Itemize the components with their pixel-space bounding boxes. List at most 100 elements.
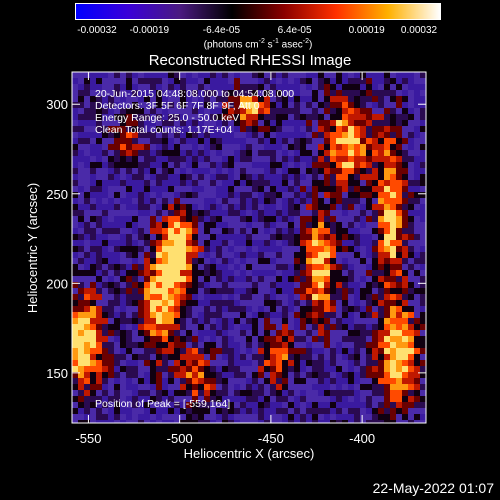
heatmap-cell <box>306 90 312 96</box>
heatmap-cell <box>144 180 150 186</box>
heatmap-cell <box>96 246 102 252</box>
heatmap-cell <box>144 240 150 246</box>
heatmap-cell <box>198 222 204 228</box>
heatmap-cell <box>318 402 324 408</box>
heatmap-cell <box>72 210 78 216</box>
heatmap-cell <box>372 234 378 240</box>
heatmap-cell <box>90 318 96 324</box>
heatmap-cell <box>342 144 348 150</box>
heatmap-cell <box>360 222 366 228</box>
heatmap-cell <box>102 294 108 300</box>
heatmap-cell <box>84 336 90 342</box>
heatmap-cell <box>384 390 390 396</box>
heatmap-cell <box>210 96 216 102</box>
heatmap-cell <box>228 390 234 396</box>
heatmap-cell <box>360 210 366 216</box>
heatmap-cell <box>150 240 156 246</box>
heatmap-cell <box>222 390 228 396</box>
heatmap-cell <box>144 150 150 156</box>
heatmap-cell <box>390 414 396 420</box>
heatmap-cell <box>414 378 420 384</box>
heatmap-cell <box>210 192 216 198</box>
heatmap-cell <box>366 144 372 150</box>
heatmap-cell <box>288 288 294 294</box>
heatmap-cell <box>396 186 402 192</box>
heatmap-cell <box>156 228 162 234</box>
heatmap-cell <box>306 102 312 108</box>
heatmap-cell <box>294 228 300 234</box>
heatmap-cell <box>294 390 300 396</box>
heatmap-cell <box>246 348 252 354</box>
heatmap-cell <box>210 270 216 276</box>
heatmap-cell <box>204 282 210 288</box>
heatmap-cell <box>282 408 288 414</box>
heatmap-cell <box>114 384 120 390</box>
heatmap-cell <box>378 354 384 360</box>
heatmap-cell <box>198 240 204 246</box>
heatmap-cell <box>210 228 216 234</box>
heatmap-cell <box>210 102 216 108</box>
heatmap-cell <box>216 96 222 102</box>
heatmap-cell <box>408 366 414 372</box>
heatmap-cell <box>360 270 366 276</box>
heatmap-cell <box>108 204 114 210</box>
heatmap-cell <box>402 372 408 378</box>
heatmap-cell <box>102 198 108 204</box>
heatmap-cell <box>288 78 294 84</box>
heatmap-cell <box>252 282 258 288</box>
heatmap-cell <box>246 408 252 414</box>
heatmap-cell <box>162 186 168 192</box>
heatmap-cell <box>246 354 252 360</box>
heatmap-cell <box>408 312 414 318</box>
heatmap-cell <box>330 150 336 156</box>
heatmap-cell <box>156 222 162 228</box>
heatmap-cell <box>174 192 180 198</box>
heatmap-cell <box>396 396 402 402</box>
heatmap-cell <box>312 210 318 216</box>
heatmap-cell <box>132 330 138 336</box>
heatmap-cell <box>198 234 204 240</box>
heatmap-cell <box>90 120 96 126</box>
heatmap-cell <box>186 384 192 390</box>
heatmap-cell <box>210 222 216 228</box>
heatmap-cell <box>336 282 342 288</box>
heatmap-cell <box>186 90 192 96</box>
heatmap-cell <box>264 282 270 288</box>
heatmap-cell <box>144 144 150 150</box>
heatmap-cell <box>186 108 192 114</box>
heatmap-cell <box>216 324 222 330</box>
heatmap-cell <box>258 420 264 423</box>
heatmap-cell <box>402 378 408 384</box>
heatmap-cell <box>72 204 78 210</box>
heatmap-cell <box>222 354 228 360</box>
heatmap-cell <box>384 156 390 162</box>
heatmap-cell <box>408 108 414 114</box>
heatmap-cell <box>180 396 186 402</box>
heatmap-cell <box>246 390 252 396</box>
heatmap-cell <box>192 198 198 204</box>
heatmap-cell <box>372 198 378 204</box>
heatmap-cell <box>420 390 426 396</box>
heatmap-cell <box>102 318 108 324</box>
heatmap-cell <box>120 312 126 318</box>
heatmap-cell <box>390 156 396 162</box>
heatmap-cell <box>78 144 84 150</box>
heatmap-cell <box>366 204 372 210</box>
heatmap-cell <box>168 348 174 354</box>
heatmap-cell <box>84 234 90 240</box>
heatmap-cell <box>84 144 90 150</box>
heatmap-cell <box>198 390 204 396</box>
heatmap-cell <box>294 396 300 402</box>
heatmap-cell <box>276 384 282 390</box>
heatmap-cell <box>264 330 270 336</box>
heatmap-cell <box>102 168 108 174</box>
heatmap-cell <box>402 402 408 408</box>
heatmap-cell <box>318 288 324 294</box>
heatmap-cell <box>222 258 228 264</box>
heatmap-cell <box>384 96 390 102</box>
heatmap-cell <box>174 408 180 414</box>
heatmap-cell <box>180 240 186 246</box>
heatmap-cell <box>390 354 396 360</box>
heatmap-cell <box>246 180 252 186</box>
heatmap-cell <box>120 288 126 294</box>
